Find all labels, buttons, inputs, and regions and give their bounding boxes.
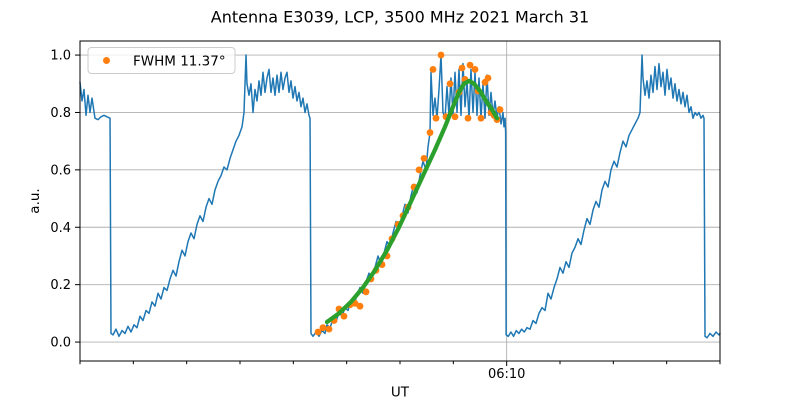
y-tick-label: 0.6 (50, 163, 71, 178)
legend-label: FWHM 11.37° (133, 54, 226, 70)
scatter-point (415, 166, 423, 174)
scatter-point (477, 114, 485, 122)
scatter-point (325, 325, 333, 333)
scatter-point (437, 51, 445, 59)
x-tick-label-0610: 06:10 (488, 367, 525, 382)
y-axis-label: a.u. (27, 188, 43, 213)
scatter-point (458, 64, 466, 72)
scatter-point (464, 114, 472, 122)
plot-border (79, 40, 721, 362)
y-tick-label: 0.0 (50, 336, 71, 351)
x-axis-label: UT (391, 385, 410, 400)
legend-box (87, 47, 236, 74)
scatter-point (466, 61, 474, 69)
scatter-point (362, 288, 370, 296)
scatter-point (314, 328, 322, 336)
scatter-point (496, 106, 504, 113)
grid-lines (80, 41, 720, 361)
y-tick-label: 0.2 (50, 278, 71, 293)
legend: FWHM 11.37° (87, 47, 236, 74)
legend-marker-icon (103, 57, 110, 64)
scatter-point (426, 129, 434, 136)
scatter-point (429, 66, 437, 73)
y-tick-label: 0.8 (50, 106, 71, 121)
series-signal (79, 54, 721, 339)
scatter-point (446, 80, 454, 88)
axis-ticks: 0.0 0.2 0.4 0.6 0.8 1.0 (50, 49, 721, 366)
scatter-point (420, 154, 428, 162)
scatter-point (319, 324, 327, 332)
series-fwhm-scatter (314, 51, 504, 336)
y-tick-label: 1.0 (50, 49, 71, 64)
series-gaussian-fit (324, 78, 500, 325)
scatter-point (356, 302, 364, 310)
scatter-point (451, 113, 459, 121)
axes-frame (79, 40, 721, 362)
scatter-point (340, 312, 348, 320)
chart-title: Antenna E3039, LCP, 3500 MHz 2021 March … (211, 8, 589, 27)
scatter-point (471, 66, 479, 73)
scatter-point (432, 114, 440, 122)
y-tick-label: 0.4 (50, 221, 71, 236)
scatter-point (484, 74, 492, 82)
data-series (79, 51, 721, 339)
